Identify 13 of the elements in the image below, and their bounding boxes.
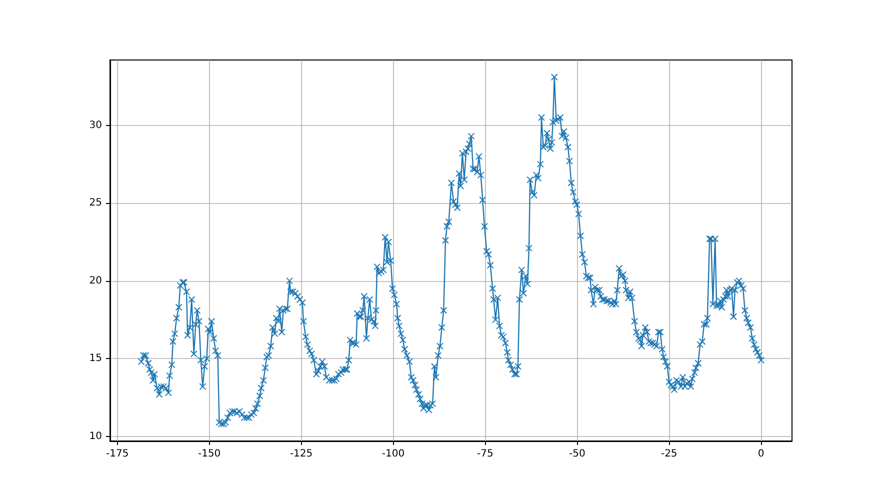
x-tick-label: -50 — [569, 448, 586, 460]
x-tick-label: -150 — [198, 448, 221, 460]
x-tick-label: -75 — [477, 448, 494, 460]
x-tick-label: -175 — [106, 448, 129, 460]
y-tick-label: 30 — [89, 120, 102, 131]
x-tick-label: -25 — [660, 448, 678, 460]
x-tick-label: 0 — [758, 448, 764, 460]
y-tick-label: 20 — [89, 275, 102, 286]
y-tick-label: 15 — [89, 353, 102, 364]
x-tick-label: -100 — [382, 448, 405, 460]
y-tick-label: 10 — [89, 430, 102, 442]
y-tick-label: 25 — [89, 198, 102, 209]
x-tick-label: -125 — [290, 448, 313, 460]
